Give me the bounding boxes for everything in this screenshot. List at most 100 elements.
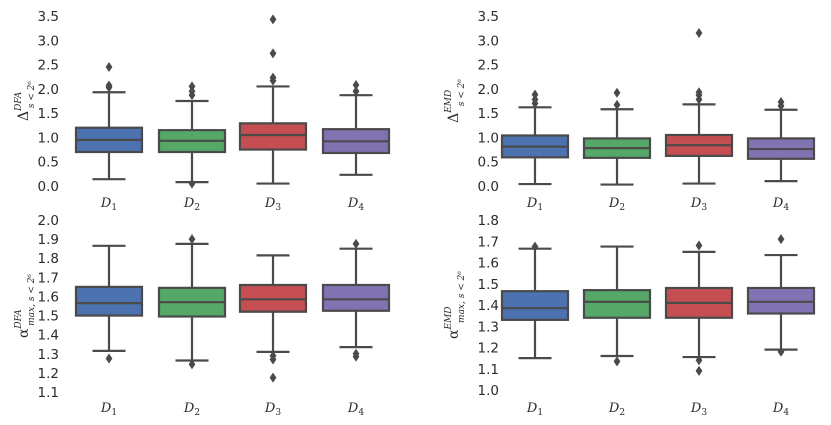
y-tick-label: 1.8 (38, 251, 59, 267)
outlier-point (269, 14, 277, 25)
box-D1 (500, 89, 570, 186)
outlier-point (188, 359, 196, 370)
y-tick-label: 1.1 (38, 385, 59, 401)
y-tick-label: 1.5 (38, 106, 59, 122)
category-label: D4 (347, 196, 364, 213)
category-label: D3 (690, 401, 707, 418)
iqr-box (582, 289, 652, 319)
y-tick-label: 2.0 (38, 82, 59, 98)
y-tick-label: 2.0 (478, 82, 499, 98)
box-D2 (157, 81, 227, 189)
category-label: D1 (100, 401, 117, 418)
y-tick-label: 2.5 (478, 58, 499, 74)
outlier-point (352, 238, 360, 249)
outlier-point (531, 89, 539, 100)
box-D2 (582, 87, 652, 186)
y-tick-label: 1.0 (38, 130, 59, 146)
box-D3 (238, 254, 308, 383)
y-axis-label: αEMD max, s < 2⁶ (444, 271, 467, 339)
outlier-point (105, 353, 113, 364)
y-axis-label: ΔDFA s < 2⁶ (14, 81, 37, 121)
outlier-point (777, 346, 785, 357)
box-D4 (321, 238, 391, 362)
y-tick-label: 1.5 (38, 309, 59, 325)
y-tick-label: 1.8 (478, 213, 499, 229)
box-D3 (238, 14, 308, 185)
box-D3 (664, 240, 734, 376)
y-tick-label: 2.0 (38, 213, 59, 229)
category-label: D1 (526, 196, 543, 213)
outlier-point (531, 241, 539, 252)
y-tick-label: 1.2 (478, 341, 499, 357)
outlier-point (269, 372, 277, 383)
y-tick-label: 3.5 (38, 9, 59, 25)
box-D4 (321, 79, 391, 176)
y-tick-label: 0.0 (478, 179, 499, 195)
y-axis-label: αDFA max, s < 2⁶ (14, 274, 37, 338)
iqr-box (321, 283, 391, 312)
category-label: D2 (608, 196, 625, 213)
y-tick-label: 1.2 (38, 366, 59, 382)
category-label: D4 (772, 401, 789, 418)
outlier-point (105, 80, 113, 91)
y-tick-label: 1.3 (38, 347, 59, 363)
category-label: D2 (183, 401, 200, 418)
box-D2 (582, 245, 652, 367)
outlier-point (105, 62, 113, 72)
y-tick-label: 1.0 (478, 130, 499, 146)
y-tick-label: 3.0 (38, 33, 59, 49)
outlier-point (269, 72, 277, 83)
box-D4 (746, 96, 816, 183)
outlier-point (188, 234, 196, 245)
category-label: D2 (183, 196, 200, 213)
y-tick-label: 0.5 (478, 155, 499, 171)
box-D3 (664, 28, 734, 185)
outlier-point (777, 96, 785, 107)
category-label: D4 (347, 401, 364, 418)
y-tick-label: 0.0 (38, 179, 59, 195)
iqr-box (74, 285, 144, 317)
outlier-point (613, 87, 621, 98)
outlier-point (695, 365, 703, 376)
outlier-point (188, 81, 196, 92)
outlier-point (695, 87, 703, 98)
y-tick-label: 1.7 (38, 270, 59, 286)
box-D1 (74, 62, 144, 181)
y-tick-label: 1.3 (478, 319, 499, 335)
category-label: D3 (690, 196, 707, 213)
category-label: D3 (264, 401, 281, 418)
category-label: D2 (608, 401, 625, 418)
category-label: D3 (264, 196, 281, 213)
outlier-point (352, 348, 360, 359)
y-tick-label: 1.4 (38, 328, 59, 344)
box-D1 (500, 241, 570, 360)
box-D1 (74, 244, 144, 364)
box-D4 (746, 234, 816, 357)
iqr-box (500, 290, 570, 321)
outlier-point (352, 79, 360, 90)
y-tick-label: 3.5 (478, 9, 499, 25)
outlier-point (613, 356, 621, 367)
outlier-point (613, 99, 621, 110)
outlier-point (695, 240, 703, 251)
box-D2 (157, 234, 227, 370)
y-tick-label: 1.5 (478, 106, 499, 122)
iqr-box (238, 122, 308, 151)
y-tick-label: 1.9 (38, 232, 59, 248)
y-tick-label: 1.4 (478, 298, 499, 314)
panel-delta-emd: 0.0 0.5 1.0 1.5 2.0 2.5 3.0 3.5 ΔEMD s < 2⁶ D1 D2 D3… (444, 9, 816, 213)
y-tick-label: 1.0 (478, 383, 499, 399)
y-tick-label: 1.6 (478, 256, 499, 272)
outlier-point (695, 355, 703, 366)
category-label: D4 (772, 196, 789, 213)
y-tick-label: 1.6 (38, 289, 59, 305)
y-tick-label: 3.0 (478, 33, 499, 49)
outlier-point (352, 86, 360, 97)
category-label: D1 (100, 196, 117, 213)
panel-alpha-dfa: 1.1 1.2 1.3 1.4 1.5 1.6 1.7 1.8 1.9 2.0 αDFA max, s… (14, 213, 391, 418)
y-tick-label: 1.7 (478, 234, 499, 250)
category-label: D1 (526, 401, 543, 418)
y-tick-label: 2.5 (38, 58, 59, 74)
outlier-point (777, 234, 785, 245)
outlier-point (695, 28, 703, 38)
